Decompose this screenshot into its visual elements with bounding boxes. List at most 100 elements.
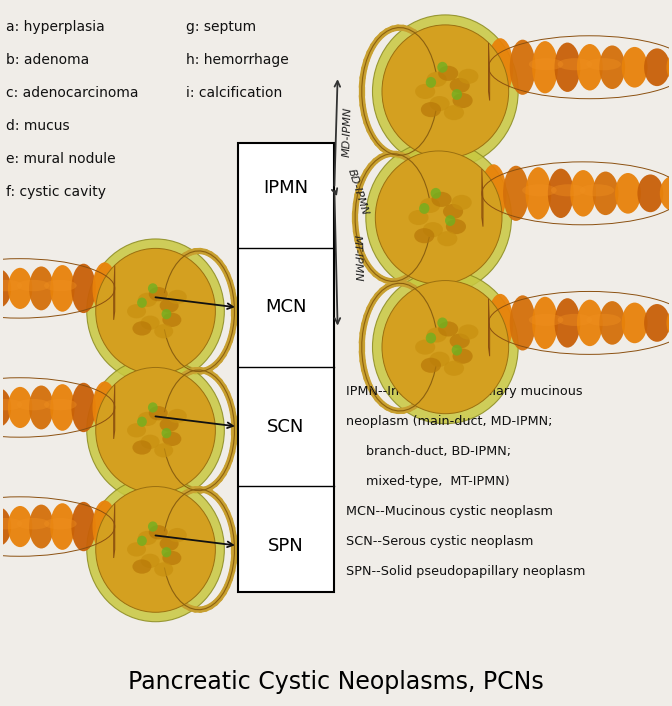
Ellipse shape xyxy=(17,518,50,530)
Ellipse shape xyxy=(93,263,117,314)
Circle shape xyxy=(137,417,147,427)
Text: a: hyperplasia: a: hyperplasia xyxy=(6,20,105,35)
Ellipse shape xyxy=(0,399,22,410)
Ellipse shape xyxy=(160,299,179,313)
Ellipse shape xyxy=(429,352,450,367)
Ellipse shape xyxy=(615,173,641,214)
Circle shape xyxy=(452,89,462,100)
Ellipse shape xyxy=(50,503,75,550)
Ellipse shape xyxy=(132,441,151,455)
Ellipse shape xyxy=(8,387,32,428)
Ellipse shape xyxy=(558,58,592,71)
Ellipse shape xyxy=(522,184,556,196)
Ellipse shape xyxy=(444,105,464,120)
Text: BD-IPMN: BD-IPMN xyxy=(345,167,370,217)
Ellipse shape xyxy=(132,559,151,574)
Circle shape xyxy=(437,318,448,328)
Ellipse shape xyxy=(127,423,146,438)
Ellipse shape xyxy=(437,231,458,246)
Ellipse shape xyxy=(438,66,458,81)
Ellipse shape xyxy=(446,219,466,234)
Ellipse shape xyxy=(510,295,536,350)
Text: SCN: SCN xyxy=(267,417,304,436)
Circle shape xyxy=(431,188,441,199)
Ellipse shape xyxy=(644,304,670,342)
Text: MCN: MCN xyxy=(265,299,306,316)
Ellipse shape xyxy=(163,313,181,327)
Polygon shape xyxy=(114,265,115,320)
Ellipse shape xyxy=(140,316,160,330)
Circle shape xyxy=(161,547,171,558)
Text: SPN--Solid pseudopapillary neoplasm: SPN--Solid pseudopapillary neoplasm xyxy=(346,566,585,578)
Ellipse shape xyxy=(71,502,96,551)
Ellipse shape xyxy=(29,505,54,549)
Circle shape xyxy=(148,522,158,532)
Ellipse shape xyxy=(0,280,22,292)
Ellipse shape xyxy=(580,184,614,196)
Text: d: mucus: d: mucus xyxy=(6,119,70,133)
Ellipse shape xyxy=(163,432,181,446)
Ellipse shape xyxy=(660,176,672,211)
Polygon shape xyxy=(114,385,115,439)
Ellipse shape xyxy=(429,96,450,111)
Ellipse shape xyxy=(8,506,32,547)
Ellipse shape xyxy=(587,58,621,71)
Ellipse shape xyxy=(431,192,452,207)
Ellipse shape xyxy=(587,314,621,326)
Ellipse shape xyxy=(138,293,157,307)
Circle shape xyxy=(95,249,215,374)
Ellipse shape xyxy=(421,358,441,373)
Ellipse shape xyxy=(29,385,54,429)
Ellipse shape xyxy=(168,528,187,542)
Ellipse shape xyxy=(0,269,11,308)
Circle shape xyxy=(382,280,509,414)
Ellipse shape xyxy=(487,294,513,352)
Polygon shape xyxy=(489,299,490,357)
Text: IPMN: IPMN xyxy=(263,179,308,198)
Circle shape xyxy=(137,536,147,546)
Ellipse shape xyxy=(529,58,563,71)
Ellipse shape xyxy=(421,102,441,117)
Ellipse shape xyxy=(452,349,472,364)
Ellipse shape xyxy=(127,542,146,556)
Ellipse shape xyxy=(0,518,22,530)
Text: e: mural nodule: e: mural nodule xyxy=(6,152,116,166)
Circle shape xyxy=(382,25,509,158)
Ellipse shape xyxy=(127,304,146,318)
Ellipse shape xyxy=(17,399,50,410)
Text: neoplasm (main-duct, MD-IPMN;: neoplasm (main-duct, MD-IPMN; xyxy=(346,414,552,428)
Ellipse shape xyxy=(149,406,168,420)
Ellipse shape xyxy=(503,166,529,221)
Ellipse shape xyxy=(438,321,458,337)
Ellipse shape xyxy=(50,265,75,312)
Circle shape xyxy=(419,203,429,214)
Circle shape xyxy=(87,477,224,622)
Ellipse shape xyxy=(17,280,50,292)
Ellipse shape xyxy=(427,328,447,342)
Ellipse shape xyxy=(0,508,11,546)
Circle shape xyxy=(426,77,436,88)
Ellipse shape xyxy=(427,72,447,87)
Ellipse shape xyxy=(548,169,574,218)
Text: b: adenoma: b: adenoma xyxy=(6,53,89,67)
Text: MCN--Mucinous cystic neoplasm: MCN--Mucinous cystic neoplasm xyxy=(346,505,553,518)
Ellipse shape xyxy=(487,38,513,96)
Ellipse shape xyxy=(154,562,173,577)
Circle shape xyxy=(445,215,456,226)
Circle shape xyxy=(137,297,147,308)
Text: mixed-type,  MT-IPMN): mixed-type, MT-IPMN) xyxy=(346,475,509,488)
Ellipse shape xyxy=(622,47,648,88)
Ellipse shape xyxy=(140,554,160,568)
Ellipse shape xyxy=(168,409,187,423)
Ellipse shape xyxy=(149,287,168,301)
Circle shape xyxy=(366,141,511,294)
Ellipse shape xyxy=(667,50,672,85)
Ellipse shape xyxy=(154,324,173,338)
Circle shape xyxy=(87,239,224,383)
Polygon shape xyxy=(482,169,483,227)
Polygon shape xyxy=(489,43,490,100)
Ellipse shape xyxy=(138,531,157,545)
Circle shape xyxy=(148,402,158,412)
Circle shape xyxy=(452,345,462,356)
Ellipse shape xyxy=(577,299,603,346)
